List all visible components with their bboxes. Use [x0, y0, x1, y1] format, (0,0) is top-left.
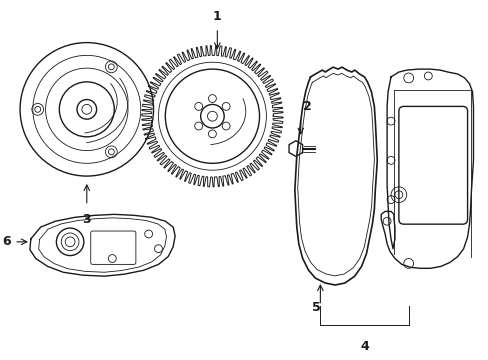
Text: 2: 2	[303, 100, 311, 113]
Text: 3: 3	[82, 213, 91, 226]
Text: 5: 5	[311, 301, 320, 314]
Text: 6: 6	[2, 235, 11, 248]
Text: 1: 1	[212, 10, 221, 23]
Text: 4: 4	[360, 340, 368, 353]
